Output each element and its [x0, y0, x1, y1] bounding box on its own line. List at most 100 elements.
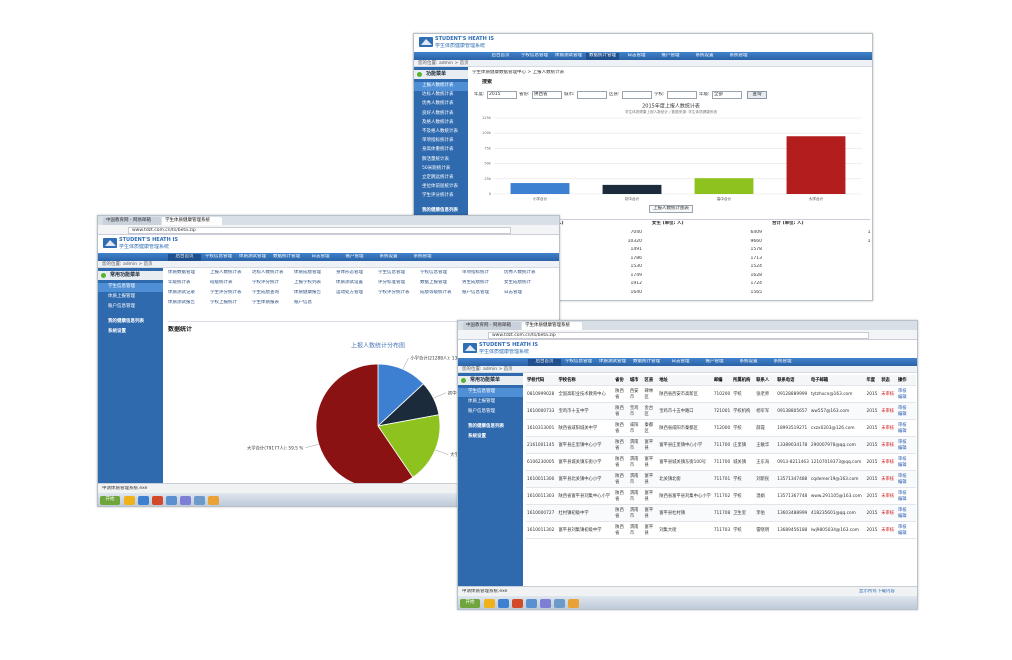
- taskbar-icon[interactable]: [512, 599, 523, 608]
- filter-select[interactable]: [577, 91, 607, 99]
- action-link[interactable]: 编辑: [897, 446, 907, 451]
- nav-tab[interactable]: 系统设置: [695, 53, 714, 58]
- menu-link[interactable]: 日志管理: [504, 290, 522, 295]
- sidebar-link[interactable]: 我的健康信息列表: [108, 319, 144, 324]
- taskbar-icon[interactable]: [194, 496, 205, 505]
- browser-tab[interactable]: 学生体质健康管理系统: [522, 322, 582, 330]
- sidebar-item[interactable]: 账户信息管理: [108, 304, 135, 309]
- nav-tab[interactable]: 系统管理: [729, 53, 748, 58]
- sidebar-link[interactable]: 我的健康信息列表: [468, 424, 504, 429]
- browser-tab[interactable]: 中国教育网 - 网易邮箱: [463, 322, 521, 330]
- taskbar-icon[interactable]: [526, 599, 537, 608]
- nav-tab[interactable]: 账户管理: [345, 254, 364, 259]
- menu-link[interactable]: 账户信息: [294, 300, 312, 305]
- menu-link[interactable]: 学校上报统计: [210, 300, 237, 305]
- taskbar-icon[interactable]: [180, 496, 191, 505]
- sidebar-item[interactable]: 及格人数统计表: [422, 119, 454, 125]
- start-button[interactable]: 开始: [100, 496, 120, 505]
- menu-link[interactable]: 运动处方管理: [336, 290, 363, 295]
- menu-link[interactable]: 账户信息管理: [462, 290, 489, 295]
- menu-link[interactable]: 学生体质报表: [252, 300, 279, 305]
- menu-link[interactable]: 单项指标统计: [462, 270, 489, 275]
- taskbar-icon[interactable]: [554, 599, 565, 608]
- action-link[interactable]: 审核: [897, 508, 907, 513]
- menu-link[interactable]: 学校信息管理: [420, 270, 447, 275]
- sidebar-link[interactable]: 系统设置: [108, 329, 126, 334]
- action-link[interactable]: 编辑: [897, 514, 907, 519]
- action-link[interactable]: 审核: [897, 525, 907, 530]
- sidebar-title[interactable]: 常用功能菜单: [458, 376, 523, 385]
- action-link[interactable]: 编辑: [897, 412, 907, 417]
- nav-tab[interactable]: 日志管理: [311, 254, 330, 259]
- nav-tab[interactable]: 体质测试管理: [599, 359, 626, 364]
- nav-tab[interactable]: 后台首页: [168, 254, 201, 261]
- sidebar-item[interactable]: 立定跳远统计表: [422, 175, 454, 180]
- sidebar-item[interactable]: 肺活量统计表: [422, 156, 449, 162]
- filter-select[interactable]: [667, 91, 697, 99]
- url-field[interactable]: www.tdzt.com.cn/ts/beta.zip: [488, 332, 869, 339]
- sidebar-title[interactable]: 功能菜单: [414, 70, 468, 79]
- action-link[interactable]: 审核: [897, 491, 907, 496]
- menu-link[interactable]: 上报人数统计表: [210, 270, 242, 275]
- nav-tab[interactable]: 学校信息管理: [565, 359, 592, 364]
- show-downloads[interactable]: 显示所有下载内容: [859, 589, 895, 594]
- download-item[interactable]: 申请体质管理系统.exe: [102, 486, 148, 491]
- action-link[interactable]: 审核: [897, 423, 907, 428]
- nav-tab[interactable]: 数据统计管理: [586, 53, 619, 60]
- menu-link[interactable]: 体质测试记录: [168, 290, 195, 295]
- action-link[interactable]: 审核: [897, 440, 907, 445]
- sidebar-item[interactable]: 体质上报管理: [108, 294, 135, 299]
- taskbar-icon[interactable]: [138, 496, 149, 505]
- menu-link[interactable]: 达标人数统计表: [252, 270, 284, 275]
- sidebar-item[interactable]: 上报人数统计表: [414, 82, 468, 91]
- action-link[interactable]: 编辑: [897, 531, 907, 536]
- sidebar-item[interactable]: 优秀人数统计表: [422, 101, 454, 107]
- filter-select[interactable]: 全部: [712, 91, 742, 99]
- sidebar-link[interactable]: 系统设置: [468, 434, 486, 439]
- taskbar-icon[interactable]: [540, 599, 551, 608]
- nav-tab[interactable]: 日志管理: [627, 53, 646, 58]
- action-link[interactable]: 编辑: [897, 463, 907, 468]
- browser-tab[interactable]: 中国教育网 - 网易邮箱: [103, 217, 161, 225]
- menu-link[interactable]: 身体形态管理: [336, 270, 363, 275]
- sidebar-item[interactable]: 学生评分统计表: [422, 193, 454, 199]
- sidebar-title[interactable]: 常用功能菜单: [98, 271, 163, 280]
- action-link[interactable]: 审核: [897, 389, 907, 394]
- action-link[interactable]: 编辑: [897, 497, 907, 502]
- sidebar-item[interactable]: 坐位体前屈统计表: [422, 184, 458, 190]
- sidebar-item[interactable]: 单项指标统计表: [422, 138, 454, 144]
- menu-link[interactable]: 学校评分统计表: [378, 290, 410, 295]
- filter-select[interactable]: 2015: [487, 91, 517, 99]
- menu-link[interactable]: 体质成绩管理: [294, 270, 321, 275]
- url-field[interactable]: www.tdzt.com.cn/ts/beta.zip: [128, 227, 511, 234]
- menu-link[interactable]: 体质测试报告: [168, 300, 195, 305]
- sidebar-item[interactable]: 体质上报管理: [468, 399, 495, 404]
- nav-tab[interactable]: 账户管理: [661, 53, 680, 58]
- action-link[interactable]: 审核: [897, 474, 907, 479]
- taskbar-icon[interactable]: [484, 599, 495, 608]
- taskbar-icon[interactable]: [166, 496, 177, 505]
- nav-tab[interactable]: 学校信息管理: [521, 53, 548, 58]
- filter-select[interactable]: [622, 91, 652, 99]
- action-link[interactable]: 编辑: [897, 480, 907, 485]
- action-link[interactable]: 审核: [897, 406, 907, 411]
- nav-tab[interactable]: 后台首页: [491, 53, 510, 58]
- nav-tab[interactable]: 日志管理: [671, 359, 690, 364]
- menu-link[interactable]: 学生信息管理: [378, 270, 405, 275]
- menu-link[interactable]: 体质测试设置: [336, 280, 363, 285]
- sidebar-item[interactable]: 达标人数统计表: [422, 92, 454, 98]
- nav-tab[interactable]: 体质测试管理: [239, 254, 266, 259]
- nav-tab[interactable]: 后台首页: [528, 359, 561, 366]
- download-item[interactable]: 申请体质管理系统.exe: [462, 589, 508, 594]
- start-button[interactable]: 开始: [460, 599, 480, 608]
- sidebar-item[interactable]: 良好人数统计表: [422, 110, 454, 116]
- taskbar-icon[interactable]: [498, 599, 509, 608]
- menu-link[interactable]: 体质数据管理: [168, 270, 195, 275]
- taskbar-icon[interactable]: [124, 496, 135, 505]
- menu-link[interactable]: 学校评分统计: [252, 280, 279, 285]
- sidebar-item[interactable]: 学生信息管理: [98, 283, 163, 292]
- sidebar-item[interactable]: 学生信息管理: [458, 388, 523, 397]
- search-button[interactable]: 查询: [747, 91, 767, 99]
- menu-link[interactable]: 年级统计表: [168, 280, 191, 285]
- taskbar-icon[interactable]: [568, 599, 579, 608]
